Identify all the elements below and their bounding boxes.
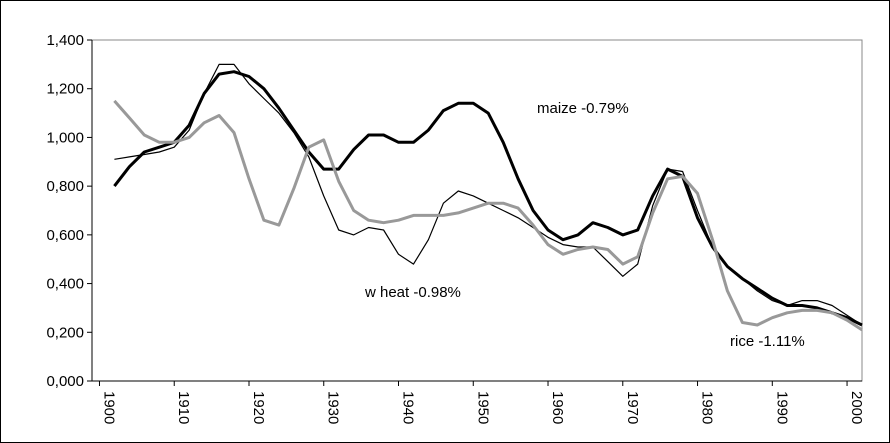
y-tick-label: 1,200 [46, 81, 84, 98]
series-line [113, 70, 863, 327]
x-tick-label: 1950 [474, 391, 491, 424]
series-line [113, 99, 863, 332]
y-tick-label: 1,400 [46, 32, 84, 49]
annotation: w heat -0.98% [364, 284, 461, 301]
x-tick-label: 1930 [325, 391, 342, 424]
x-tick-label: 1960 [549, 391, 566, 424]
y-tick-label: 0,200 [46, 324, 84, 341]
x-tick-label: 1900 [100, 391, 117, 424]
y-tick-label: 1,000 [46, 129, 84, 146]
y-tick-label: 0,800 [46, 178, 84, 195]
annotation: rice -1.11% [730, 333, 805, 350]
y-tick-label: 0,600 [46, 227, 84, 244]
y-tick-label: 0,400 [46, 276, 84, 293]
x-tick-label: 1990 [773, 391, 790, 424]
y-tick-label: 0,000 [46, 373, 84, 390]
x-tick-label: 1920 [250, 391, 267, 424]
x-tick-label: 1910 [175, 391, 192, 424]
x-tick-label: 1940 [400, 391, 417, 424]
x-tick-label: 1970 [624, 391, 641, 424]
x-tick-label: 2000 [848, 391, 865, 424]
annotation: maize -0.79% [537, 100, 629, 117]
series-line [114, 63, 863, 326]
x-tick-label: 1980 [699, 391, 716, 424]
